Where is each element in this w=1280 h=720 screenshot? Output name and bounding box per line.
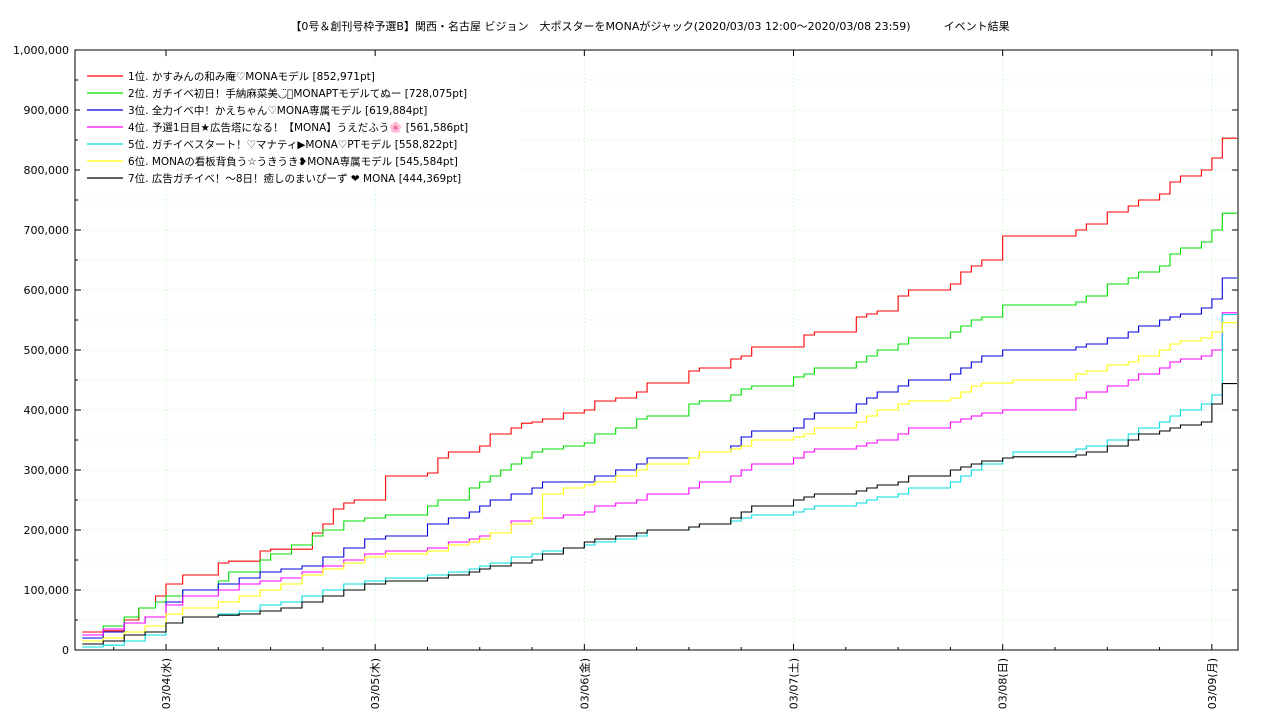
- y-tick-label: 0: [62, 644, 69, 657]
- y-tick-label: 600,000: [24, 284, 70, 297]
- y-tick-label: 700,000: [24, 224, 70, 237]
- y-tick-label: 400,000: [24, 404, 70, 417]
- legend-label: 6位. MONAの看板背負う☆うきうき❥MONA専属モデル [545,584pt…: [128, 155, 458, 168]
- x-tick-label: 03/07(土): [788, 658, 801, 709]
- series-line: [82, 383, 1237, 645]
- series-line: [82, 322, 1237, 642]
- x-tick-label: 03/09(月): [1206, 658, 1219, 709]
- y-tick-label: 800,000: [24, 164, 70, 177]
- legend-label: 5位. ガチイベスタート！♡マナティ▶MONA♡PTモデル [558,822pt…: [128, 138, 457, 151]
- legend-label: 2位. ガチイベ初日！手納麻菜美◡̈⃝MONAPTモデルてぬー [728,075…: [128, 87, 467, 100]
- y-tick-label: 100,000: [24, 584, 70, 597]
- axes: 0 100,000 200,000 300,000 400,000 500,000 600,…: [13, 44, 1238, 709]
- x-tick-label: 03/04(水): [160, 658, 173, 709]
- legend: 1位. かすみんの和み庵♡MONAモデル [852,971pt] 2位. ガチイベ…: [80, 62, 520, 185]
- x-tick-label: 03/08(日): [997, 658, 1010, 709]
- x-tick-label: 03/05(木): [369, 658, 382, 709]
- series-line: [82, 312, 1237, 636]
- series-lines: [82, 137, 1237, 648]
- legend-label: 1位. かすみんの和み庵♡MONAモデル [852,971pt]: [128, 70, 375, 83]
- x-tick-label: 03/06(金): [577, 658, 591, 709]
- legend-label: 3位. 全力イベ中！かえちゃん♡MONA専属モデル [619,884pt]: [128, 104, 427, 117]
- y-tick-label: 200,000: [24, 524, 70, 537]
- y-tick-label: 900,000: [24, 104, 70, 117]
- chart-title: 【0号＆創刊号枠予選B】関西・名古屋 ビジョン 大ポスターをMONAがジャック(…: [290, 19, 1009, 33]
- legend-label: 7位. 広告ガチイベ！〜8日！癒しのまいぴーず ❤ MONA [444,369p…: [128, 172, 461, 185]
- legend-background: [80, 62, 520, 185]
- series-line: [82, 212, 1237, 639]
- y-tick-label: 1,000,000: [13, 44, 69, 57]
- series-line: [82, 137, 1237, 633]
- legend-label: 4位. 予選1日目★広告塔になる！【MONA】うえだふう🌸 [561,586pt…: [128, 121, 468, 134]
- series-line: [82, 314, 1237, 648]
- y-tick-label: 500,000: [24, 344, 70, 357]
- y-tick-label: 300,000: [24, 464, 70, 477]
